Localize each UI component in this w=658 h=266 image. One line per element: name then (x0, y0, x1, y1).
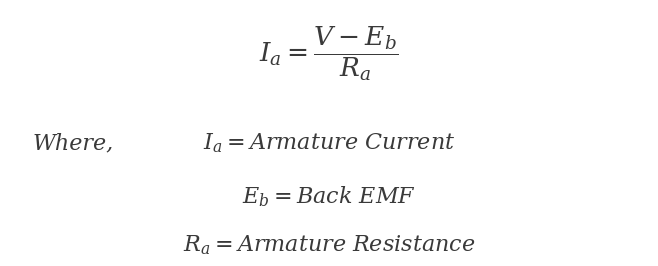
Text: $R_a = Armature\ Resistance$: $R_a = Armature\ Resistance$ (183, 233, 475, 256)
Text: $I_a = \dfrac{V - E_b}{R_a}$: $I_a = \dfrac{V - E_b}{R_a}$ (259, 24, 399, 82)
Text: $E_b = Back\ EMF$: $E_b = Back\ EMF$ (242, 185, 416, 209)
Text: $I_a = Armature\ Current$: $I_a = Armature\ Current$ (203, 132, 455, 155)
Text: Where,: Where, (33, 133, 114, 155)
